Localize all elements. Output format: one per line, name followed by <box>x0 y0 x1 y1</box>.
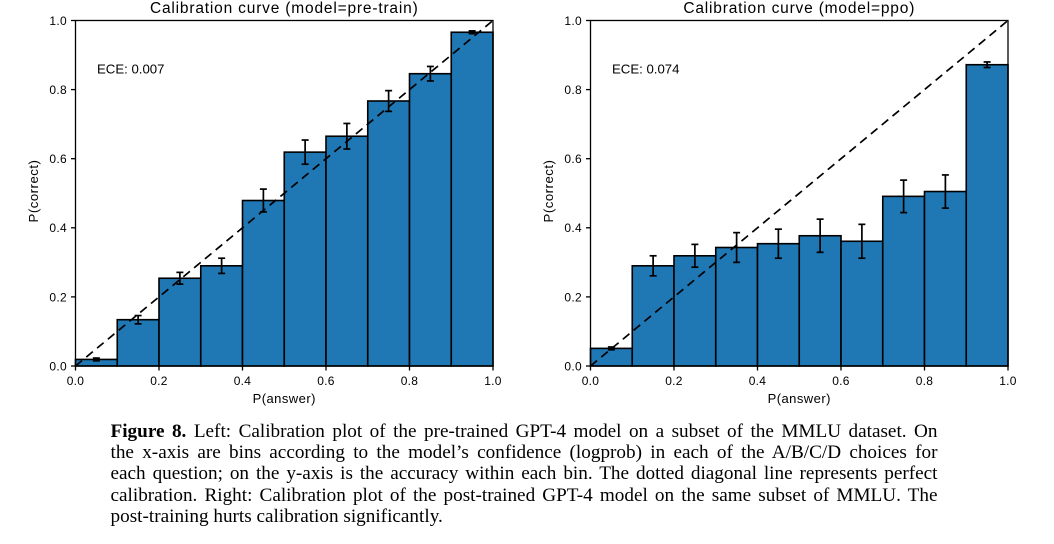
svg-text:Calibration curve (model=ppo): Calibration curve (model=ppo) <box>683 0 915 17</box>
svg-text:P(answer): P(answer) <box>768 391 831 406</box>
svg-text:0.8: 0.8 <box>49 83 67 97</box>
svg-text:P(answer): P(answer) <box>253 391 316 406</box>
svg-text:0.4: 0.4 <box>564 221 582 235</box>
svg-text:0.2: 0.2 <box>665 374 683 388</box>
svg-text:1.0: 1.0 <box>484 374 502 388</box>
svg-text:0.0: 0.0 <box>67 374 85 388</box>
svg-text:0.2: 0.2 <box>564 290 582 304</box>
svg-text:ECE: 0.007: ECE: 0.007 <box>97 62 164 77</box>
svg-text:0.4: 0.4 <box>749 374 767 388</box>
svg-text:1.0: 1.0 <box>564 14 582 28</box>
svg-text:P(correct): P(correct) <box>26 160 41 223</box>
svg-text:1.0: 1.0 <box>999 374 1017 388</box>
svg-text:0.4: 0.4 <box>49 221 67 235</box>
svg-text:0.0: 0.0 <box>564 359 582 373</box>
svg-text:0.6: 0.6 <box>49 152 67 166</box>
svg-text:P(correct): P(correct) <box>541 160 556 223</box>
svg-text:0.2: 0.2 <box>150 374 168 388</box>
svg-text:1.0: 1.0 <box>49 14 67 28</box>
svg-text:0.4: 0.4 <box>234 374 252 388</box>
svg-text:0.6: 0.6 <box>317 374 335 388</box>
svg-text:0.6: 0.6 <box>564 152 582 166</box>
svg-text:0.8: 0.8 <box>401 374 419 388</box>
svg-text:0.8: 0.8 <box>916 374 934 388</box>
svg-text:0.8: 0.8 <box>564 83 582 97</box>
svg-text:Calibration curve (model=pre-t: Calibration curve (model=pre-train) <box>150 0 419 17</box>
svg-text:0.6: 0.6 <box>832 374 850 388</box>
svg-text:0.0: 0.0 <box>582 374 600 388</box>
svg-text:0.2: 0.2 <box>49 290 67 304</box>
svg-text:0.0: 0.0 <box>49 359 67 373</box>
svg-text:ECE: 0.074: ECE: 0.074 <box>612 62 679 77</box>
